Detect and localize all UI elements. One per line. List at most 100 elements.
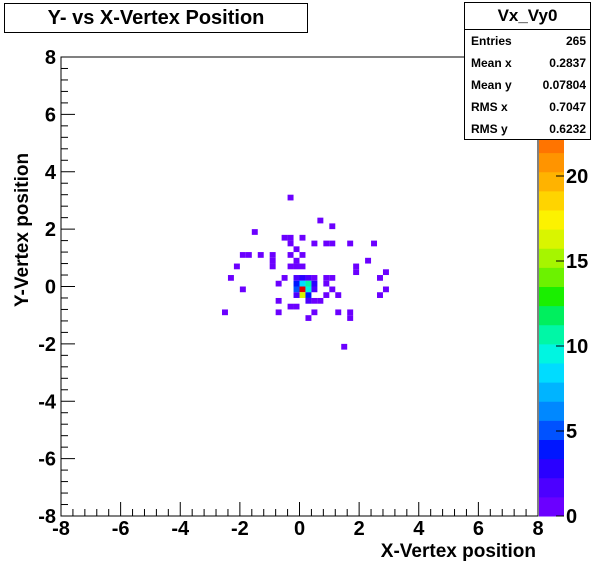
x-tick-label: -2	[231, 518, 249, 540]
histogram-bin	[347, 240, 354, 247]
histogram-bin	[335, 292, 342, 298]
stat-value: 0.6232	[549, 122, 586, 136]
stat-label: RMS x	[471, 100, 508, 114]
x-tick-label: 4	[413, 518, 425, 540]
histogram-bin	[329, 223, 336, 230]
histogram-bin	[317, 297, 324, 304]
histogram-bin	[275, 309, 282, 316]
stat-label: Mean x	[471, 56, 512, 70]
histogram-bin	[269, 263, 276, 270]
color-palette-bar	[539, 57, 564, 517]
histogram-bin	[287, 194, 294, 201]
palette-tick-label: 15	[566, 251, 588, 273]
histogram-bin	[239, 286, 246, 293]
histogram-bin	[347, 309, 354, 316]
stat-value: 0.2837	[549, 56, 586, 70]
palette-swatch	[539, 401, 564, 421]
histogram-bin	[323, 275, 330, 281]
histogram-bin	[311, 275, 318, 281]
histogram-bin	[293, 263, 300, 270]
histogram-bin	[293, 303, 300, 310]
palette-swatch	[539, 477, 564, 498]
x-tick-label: 6	[473, 518, 484, 540]
histogram-bin	[382, 286, 389, 293]
histogram-bin	[269, 252, 276, 258]
histogram-bin	[353, 263, 360, 270]
y-tick-label: -6	[38, 449, 56, 471]
histogram-bin	[299, 252, 306, 258]
y-tick-label: 0	[45, 277, 56, 299]
palette-swatch	[539, 382, 564, 402]
palette-swatch	[539, 324, 564, 345]
x-axis-tick-labels: -8 -6 -4 -2 0 2 4 6 8	[52, 518, 543, 540]
stats-box: Vx_Vy0 Entries 265 Mean x 0.2837 Mean y …	[464, 2, 591, 140]
histogram-bin	[371, 240, 378, 247]
histogram-bin	[281, 275, 288, 281]
stat-label: RMS y	[471, 122, 508, 136]
palette-swatch	[539, 171, 564, 192]
palette-tick-label: 0	[566, 506, 577, 528]
palette-swatch	[539, 305, 564, 326]
x-tick-label: 2	[354, 518, 365, 540]
histogram-bin	[287, 252, 294, 258]
histogram-bin	[275, 280, 282, 287]
x-tick-label: 0	[294, 518, 305, 540]
histogram-bin	[353, 269, 360, 276]
histogram-bin	[299, 292, 306, 298]
histogram-bin	[323, 280, 330, 287]
histogram-bin	[311, 297, 318, 304]
palette-tick-label: 5	[566, 421, 577, 443]
histogram-bin	[347, 315, 354, 321]
histogram-bin	[305, 275, 312, 281]
palette-tick-label: 20	[566, 166, 588, 188]
histogram-bin	[305, 297, 312, 304]
stat-value: 0.7047	[549, 100, 586, 114]
histogram-bin	[293, 246, 300, 253]
histogram-bin	[311, 280, 318, 287]
histogram-bin	[287, 263, 294, 270]
palette-swatch	[539, 343, 564, 364]
histogram-bin	[305, 280, 312, 287]
histogram-bin	[293, 280, 300, 287]
histogram-bin	[293, 286, 300, 293]
histogram-bin	[299, 286, 306, 293]
histogram-bin	[293, 292, 300, 298]
x-axis-title: X-Vertex position	[381, 541, 536, 562]
histogram-bin	[299, 263, 306, 270]
histogram-bin	[335, 309, 342, 316]
palette-swatch	[539, 248, 564, 268]
y-tick-label: -4	[38, 391, 57, 413]
y-tick-label: 4	[45, 162, 57, 184]
histogram-bin	[311, 309, 318, 316]
histogram-bin	[365, 257, 372, 264]
stat-row-mean-x: Mean x 0.2837	[465, 52, 590, 74]
histogram-bins	[221, 194, 389, 350]
histogram-bin	[305, 292, 312, 298]
histogram-bin	[239, 252, 246, 258]
y-tick-label: 2	[45, 219, 56, 241]
histogram-bin	[275, 297, 282, 304]
histogram-bin	[323, 292, 330, 298]
y-tick-label: 8	[45, 47, 56, 69]
axis-ticks	[60, 56, 539, 517]
palette-swatch	[539, 152, 564, 173]
y-axis-title: Y-Vertex position	[12, 153, 33, 307]
histogram-bin	[299, 280, 306, 287]
chart-title: Y- vs X-Vertex Position	[4, 3, 308, 33]
palette-swatch	[539, 190, 564, 211]
histogram-bin	[257, 252, 264, 258]
histogram-bin	[377, 275, 383, 281]
histogram-bin	[287, 240, 294, 247]
y-tick-label: -2	[38, 334, 56, 356]
histogram-bin	[287, 303, 294, 310]
palette-tick-label: 10	[566, 336, 588, 358]
histogram-bin	[377, 292, 383, 298]
histogram-bin	[299, 234, 306, 241]
palette-swatch	[539, 210, 564, 230]
palette-swatch	[539, 420, 564, 440]
histogram-bin	[305, 315, 312, 321]
histogram-bin	[341, 343, 348, 350]
stat-label: Entries	[471, 34, 512, 48]
stat-value: 265	[565, 34, 586, 48]
